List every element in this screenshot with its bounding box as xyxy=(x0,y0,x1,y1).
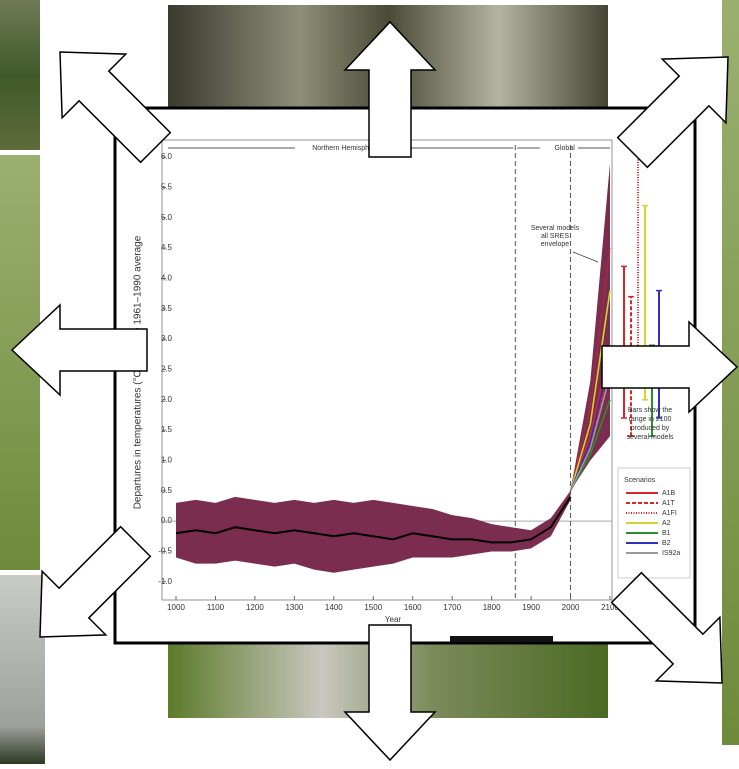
annotation: Several models xyxy=(531,225,580,232)
x-tick-label: 2000 xyxy=(562,603,580,612)
legend-label: A2 xyxy=(662,520,671,527)
collage: 6.05.55.04.54.03.53.02.52.01.51.00.50.0-… xyxy=(0,0,739,764)
x-tick-label: 1600 xyxy=(404,603,422,612)
x-axis-label: Year xyxy=(385,615,402,624)
legend-label: IS92a xyxy=(662,550,680,557)
annotation: all SRES xyxy=(541,233,569,240)
page: {"chart_data": {"type": "line", "label_l… xyxy=(0,0,739,764)
bar-strip xyxy=(450,636,553,642)
x-tick-label: 1800 xyxy=(483,603,501,612)
x-tick-label: 1200 xyxy=(246,603,264,612)
photo xyxy=(0,575,45,764)
x-tick-label: 1300 xyxy=(285,603,303,612)
x-tick-label: 1100 xyxy=(207,603,225,612)
photo xyxy=(0,0,40,150)
legend-label: B2 xyxy=(662,540,671,547)
legend-label: A1T xyxy=(662,500,676,507)
annotation: range in 2100 xyxy=(629,416,672,423)
legend-label: A1FI xyxy=(662,510,677,517)
legend-label: A1B xyxy=(662,490,676,497)
x-tick-label: 1000 xyxy=(167,603,185,612)
annotation: several models xyxy=(626,434,674,441)
legend-label: B1 xyxy=(662,530,671,537)
legend-title: Scenarios xyxy=(624,477,656,484)
x-tick-label: 1500 xyxy=(364,603,382,612)
annotation: Bars show the xyxy=(628,407,672,414)
region-label: Global xyxy=(555,145,576,152)
x-tick-label: 1900 xyxy=(522,603,540,612)
x-tick-label: 1700 xyxy=(443,603,461,612)
annotation: envelope xyxy=(541,241,570,248)
x-tick-label: 1400 xyxy=(325,603,343,612)
y-axis-label: Departures in temperatures (°C) from the… xyxy=(133,235,144,509)
annotation: produced by xyxy=(631,425,670,432)
